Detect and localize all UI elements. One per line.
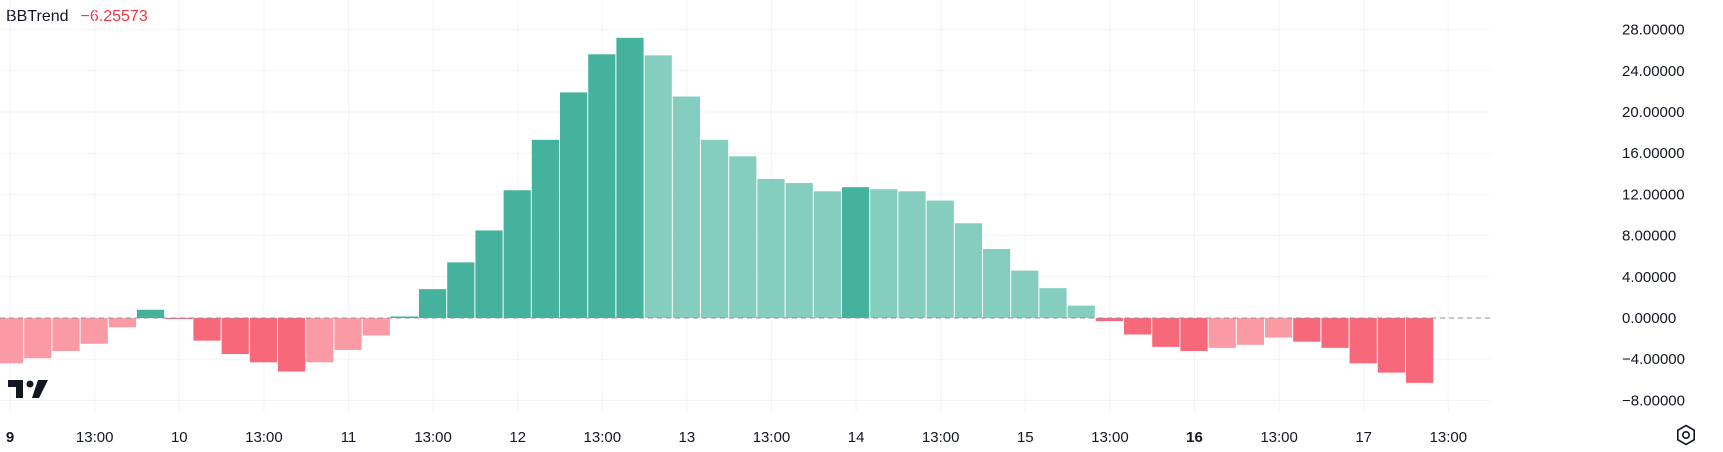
bar-9 [249, 318, 277, 363]
bar-31 [870, 189, 898, 318]
x-tick-label: 13:00 [1091, 429, 1129, 446]
bar-43 [1208, 318, 1236, 348]
indicator-name[interactable]: BBTrend [6, 8, 69, 25]
x-tick-label: 13 [679, 429, 696, 446]
bar-24 [672, 96, 700, 318]
bar-47 [1321, 318, 1349, 348]
bar-36 [1011, 270, 1039, 318]
bar-29 [813, 191, 841, 318]
bar-21 [588, 54, 616, 318]
bar-19 [531, 139, 559, 318]
bar-33 [926, 200, 954, 318]
bar-37 [1039, 288, 1067, 318]
y-tick-label: 4.00000 [1622, 269, 1676, 286]
bar-50 [1406, 318, 1434, 383]
bar-32 [898, 191, 926, 318]
bar-11 [306, 318, 334, 363]
bar-23 [644, 55, 672, 318]
x-tick-label: 14 [848, 429, 865, 446]
gear-icon [1677, 424, 1695, 446]
y-tick-label: 20.00000 [1622, 104, 1685, 121]
bar-4 [108, 318, 136, 328]
y-tick-label: −4.00000 [1622, 351, 1685, 368]
bar-44 [1236, 318, 1264, 345]
x-tick-label: 9 [6, 429, 14, 446]
x-tick-label: 13:00 [922, 429, 960, 446]
bar-12 [334, 318, 362, 350]
bar-16 [447, 262, 475, 318]
x-tick-label: 13:00 [76, 429, 114, 446]
x-tick-label: 13:00 [1430, 429, 1468, 446]
y-tick-label: 28.00000 [1622, 22, 1685, 39]
bar-41 [1152, 318, 1180, 347]
x-tick-label: 10 [171, 429, 188, 446]
bars [0, 37, 1434, 383]
y-tick-label: 8.00000 [1622, 228, 1676, 245]
legend: BBTrend −6.25573 [6, 8, 148, 26]
bar-15 [419, 289, 447, 318]
bar-28 [785, 183, 813, 318]
bar-45 [1265, 318, 1293, 338]
bar-6 [165, 318, 193, 320]
x-tick-label: 15 [1017, 429, 1034, 446]
bar-25 [701, 139, 729, 318]
bar-18 [503, 190, 531, 318]
x-tick-label: 11 [341, 429, 357, 446]
y-tick-label: 12.00000 [1622, 186, 1685, 203]
bar-26 [729, 156, 757, 318]
y-tick-label: 0.00000 [1622, 310, 1676, 327]
x-tick-label: 17 [1355, 429, 1372, 446]
x-tick-label: 13:00 [414, 429, 452, 446]
bar-0 [0, 318, 24, 364]
bar-2 [52, 318, 80, 351]
y-tick-label: 24.00000 [1622, 63, 1685, 80]
x-tick-label: 13:00 [245, 429, 283, 446]
bar-42 [1180, 318, 1208, 351]
x-tick-label: 13:00 [1260, 429, 1298, 446]
tradingview-logo-icon [8, 380, 48, 398]
x-axis[interactable]: 9 13:00 10 13:00 11 13:00 12 13:00 13 13:00 14 13:0… [6, 429, 1467, 446]
tradingview-logo[interactable] [8, 378, 50, 405]
bar-5 [137, 309, 165, 318]
bar-38 [1067, 305, 1095, 318]
bar-39 [1095, 318, 1123, 322]
bar-20 [560, 92, 588, 319]
x-tick-label: 16 [1186, 429, 1203, 446]
y-axis[interactable]: 28.00000 24.00000 20.00000 16.00000 12.00000… [1622, 22, 1685, 410]
bar-13 [362, 318, 390, 336]
y-tick-label: 16.00000 [1622, 145, 1685, 162]
bar-34 [954, 223, 982, 318]
x-tick-label: 13:00 [584, 429, 622, 446]
bar-27 [757, 178, 785, 318]
x-tick-label: 12 [509, 429, 526, 446]
bar-1 [24, 318, 52, 359]
bar-22 [616, 37, 644, 319]
x-tick-label: 13:00 [753, 429, 791, 446]
bar-48 [1349, 318, 1377, 364]
bar-3 [80, 318, 108, 344]
bar-8 [221, 318, 249, 355]
bar-7 [193, 318, 221, 341]
bar-14 [390, 316, 418, 318]
bar-40 [1124, 318, 1152, 335]
bar-10 [278, 318, 306, 372]
bar-30 [842, 187, 870, 318]
settings-button[interactable] [1674, 423, 1698, 447]
y-tick-label: −8.00000 [1622, 392, 1685, 409]
bar-35 [983, 248, 1011, 318]
bar-46 [1293, 318, 1321, 342]
bar-17 [475, 230, 503, 318]
bar-49 [1377, 318, 1405, 373]
indicator-value: −6.25573 [80, 8, 148, 25]
